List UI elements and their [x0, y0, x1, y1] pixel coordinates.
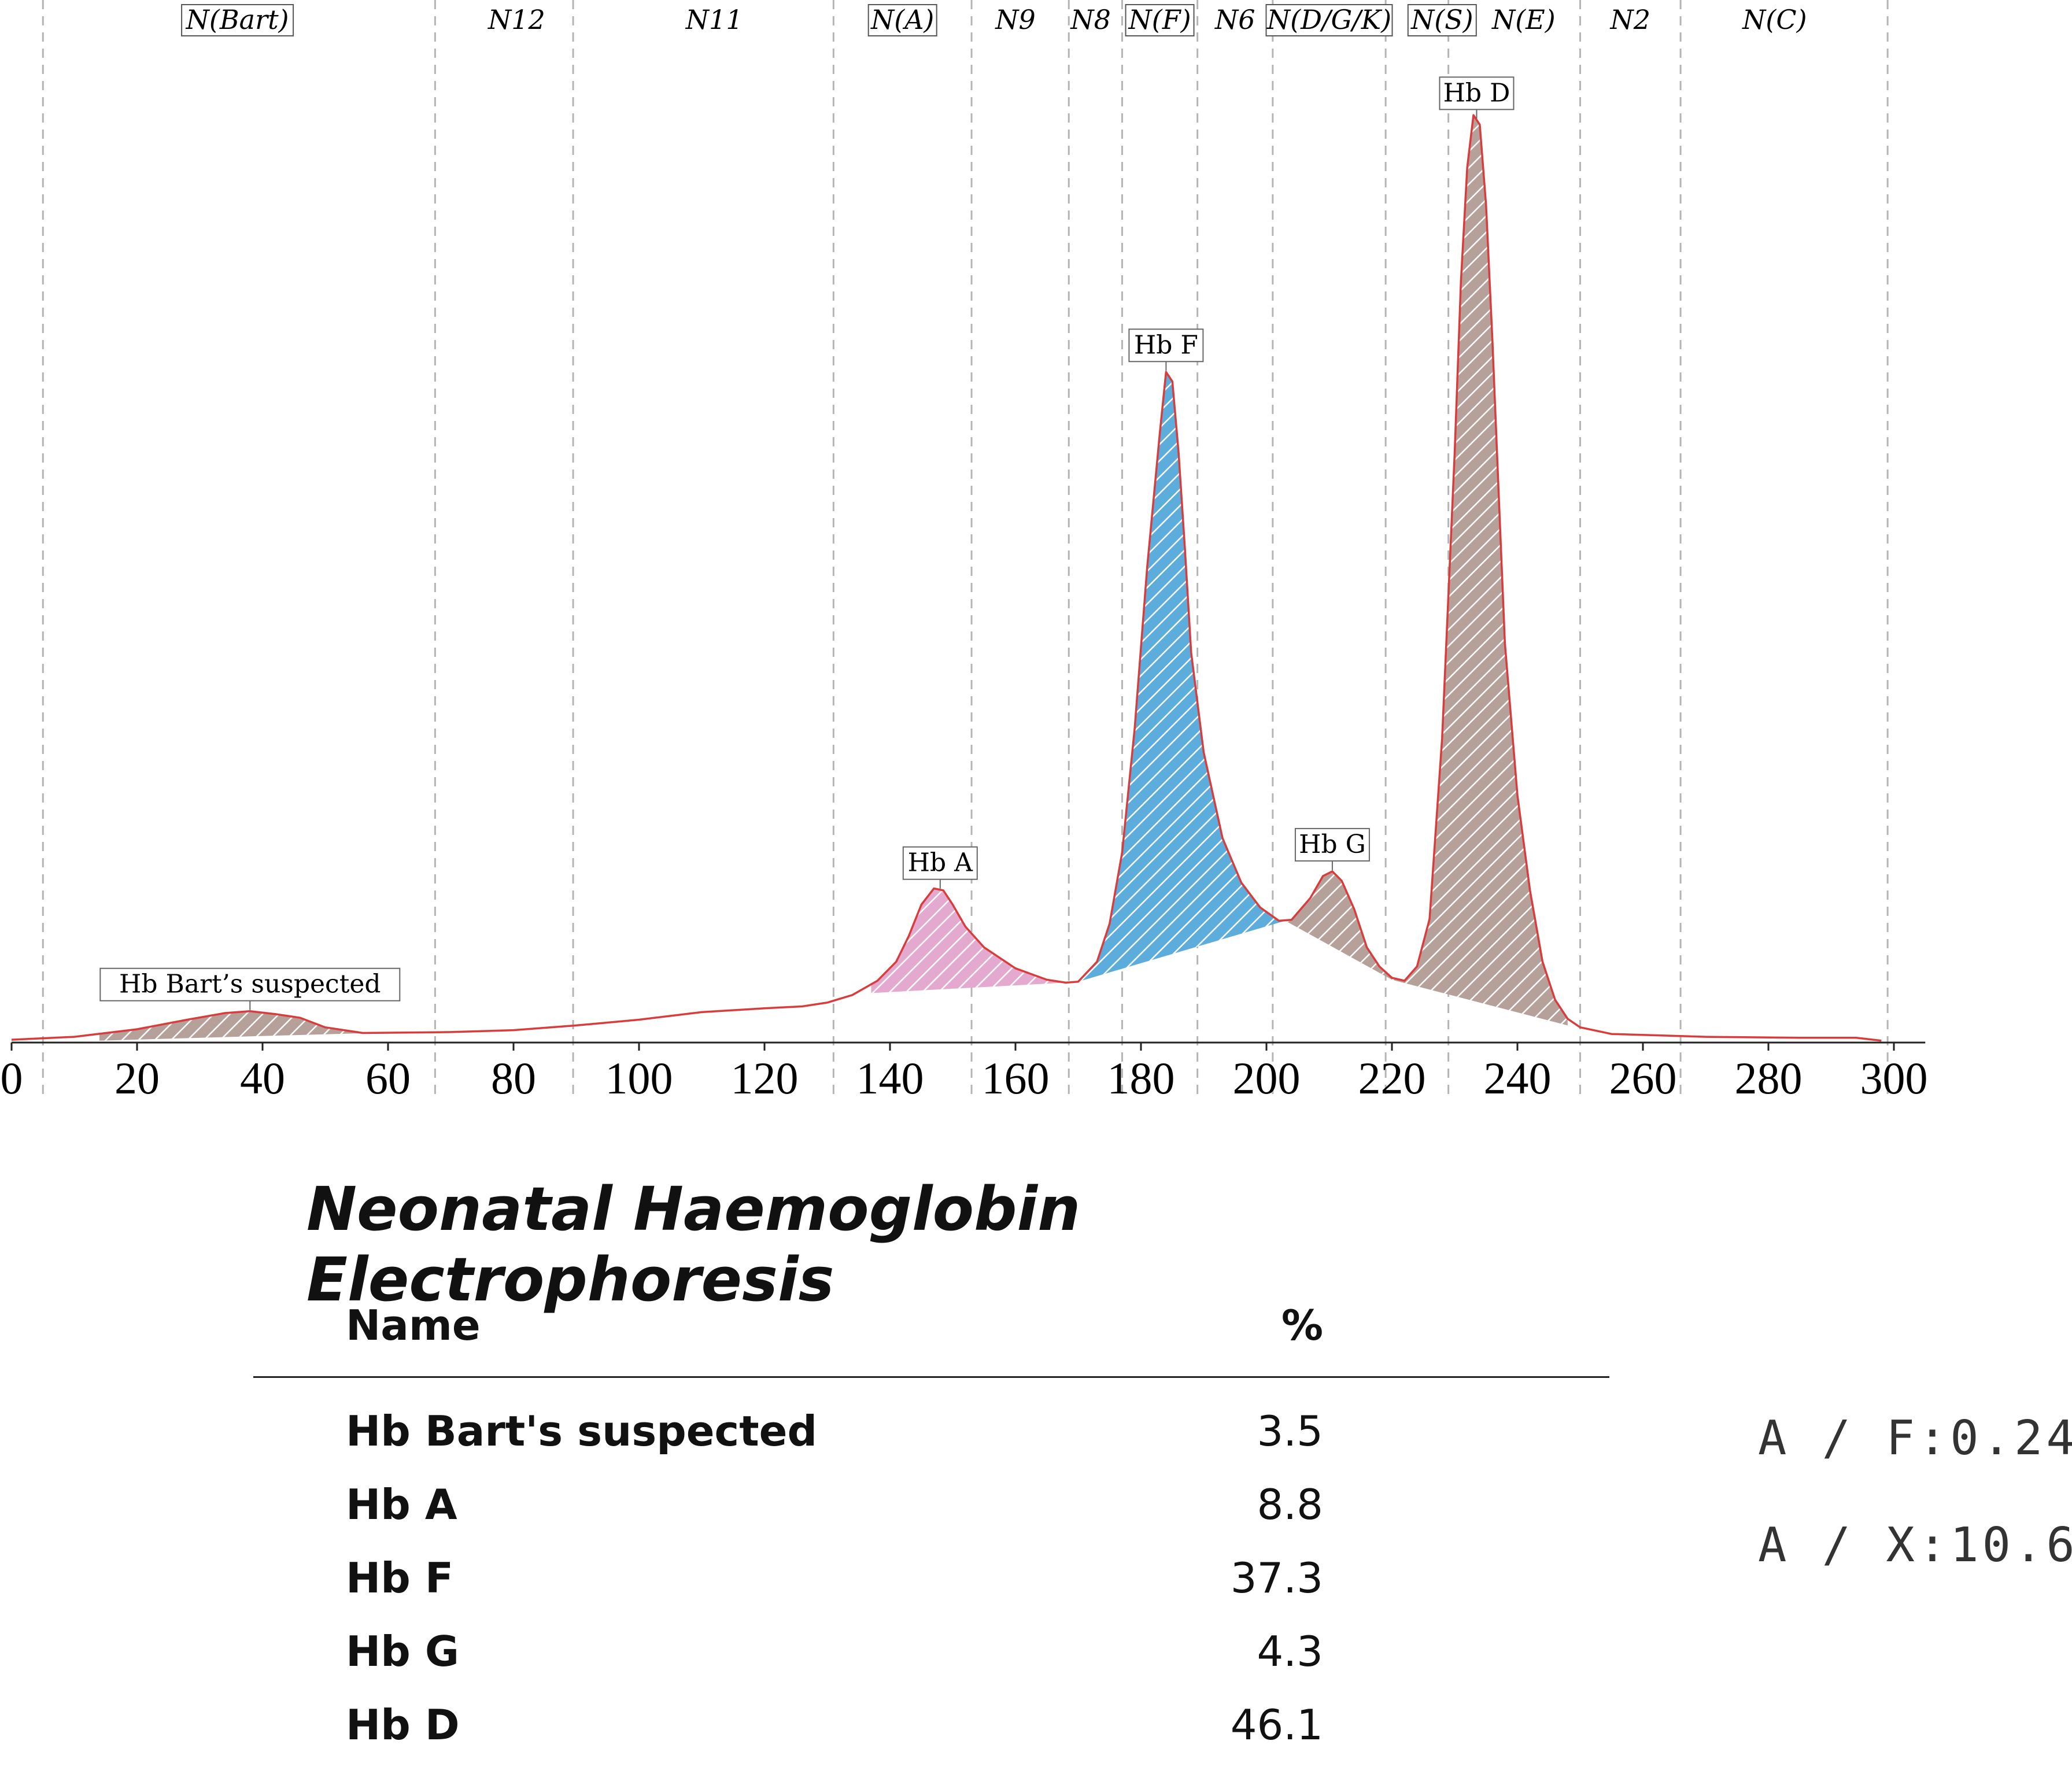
x-tick-label: 120 [731, 1053, 799, 1103]
table-row: Hb Bart's suspected 3.5 [253, 1407, 1609, 1480]
row-name: Hb F [346, 1554, 454, 1602]
zone-label: N11 [685, 4, 743, 35]
x-tick-label: 180 [1107, 1053, 1175, 1103]
peak-label: Hb Bart’s suspected [119, 970, 381, 999]
x-tick-label: 140 [856, 1053, 924, 1103]
x-tick-label: 80 [491, 1053, 536, 1103]
peak-fill-hatch [1392, 115, 1568, 1026]
peak-label: Hb G [1299, 830, 1366, 859]
x-tick-label: 0 [1, 1053, 23, 1103]
zone-label: N(C) [1742, 4, 1807, 35]
peak-label-box [1128, 328, 1204, 363]
row-percent: 46.1 [1230, 1701, 1323, 1749]
header-percent: % [1281, 1301, 1323, 1350]
zone-label: N(D/G/K) [1266, 4, 1391, 35]
zone-label: N(E) [1491, 4, 1556, 35]
peak-label: Hb F [1134, 330, 1198, 360]
zone-label: N(Bart) [186, 4, 289, 35]
row-name: Hb Bart's suspected [346, 1407, 818, 1455]
peak-label: Hb A [908, 848, 974, 878]
table-row: Hb F 37.3 [253, 1554, 1609, 1627]
zone-label-box [1125, 4, 1195, 36]
x-tick-label: 220 [1358, 1053, 1426, 1103]
x-tick-label: 300 [1860, 1053, 1928, 1103]
peak-labels: Hb Bart’s suspected Hb A Hb F Hb G Hb D [99, 76, 1515, 1010]
row-percent: 8.8 [1257, 1480, 1323, 1529]
peak-label-box [99, 967, 401, 1001]
x-tick-label: 160 [982, 1053, 1050, 1103]
zone-label: N(S) [1410, 4, 1473, 35]
table-body: Hb Bart's suspected 3.5 Hb A 8.8 Hb F 37… [253, 1378, 1609, 1774]
peak-label-box [902, 846, 978, 880]
peak-fill-hatch [1285, 871, 1392, 980]
zone-label: N2 [1610, 4, 1651, 35]
zone-label-box [867, 4, 937, 36]
x-tick-label: 260 [1609, 1053, 1677, 1103]
results-table: Name % Hb Bart's suspected 3.5 Hb A 8.8 … [253, 1295, 1609, 1774]
x-tick-label: 280 [1735, 1053, 1803, 1103]
peak-label-box [1439, 76, 1515, 110]
zone-label: N12 [487, 4, 545, 35]
x-tick-label: 200 [1233, 1053, 1301, 1103]
row-percent: 37.3 [1230, 1554, 1323, 1602]
x-tick-label: 240 [1484, 1053, 1552, 1103]
x-tick-label: 20 [115, 1053, 160, 1103]
table-row: Hb G 4.3 [253, 1627, 1609, 1701]
zone-label-box [1265, 4, 1393, 36]
peak-label: Hb D [1443, 78, 1510, 108]
x-tick-label: 60 [365, 1053, 411, 1103]
x-axis: 0 20 40 60 80 100 120 140 160 180 200 220 240 260 280 3… [1, 1041, 1928, 1103]
zone-label: N8 [1070, 4, 1111, 35]
table-row: Hb A 8.8 [253, 1480, 1609, 1554]
peak-fill-hatch [1078, 372, 1286, 982]
row-name: Hb G [346, 1627, 459, 1676]
peak-fill-hatch [99, 1011, 370, 1041]
row-name: Hb A [346, 1480, 457, 1529]
zone-labels: N(Bart) N12 N11 N(A) N9 N8 N(F) N6 N(D/G/K) N(S) N… [181, 4, 1807, 36]
ratio-a-x: A / X:10.66 [1758, 1518, 2072, 1573]
zone-label-box [1407, 4, 1477, 36]
peak-fill-areas [99, 115, 1568, 1041]
row-percent: 4.3 [1257, 1627, 1323, 1676]
x-tick-label: 40 [240, 1053, 285, 1103]
ratio-a-f: A / F:0.24 [1758, 1411, 2072, 1466]
zone-label: N(F) [1128, 4, 1191, 35]
zone-label: N6 [1214, 4, 1255, 35]
zone-label: N(A) [870, 4, 934, 35]
peak-label-box [1294, 827, 1370, 862]
x-tick-label: 100 [605, 1053, 673, 1103]
header-name: Name [346, 1301, 481, 1350]
peak-fill-hatch [871, 888, 1066, 993]
row-name: Hb D [346, 1701, 460, 1749]
zone-label: N9 [995, 4, 1036, 35]
trace-line [11, 114, 1882, 1042]
zone-label-box [181, 4, 294, 36]
trace-line-group [11, 114, 1882, 1042]
electropherogram-chart: 0 20 40 60 80 100 120 140 160 180 200 220 240 260 280 3… [1, 0, 1928, 1103]
row-percent: 3.5 [1257, 1407, 1323, 1455]
chart-title: Neonatal Haemoglobin Electrophoresis [306, 1174, 1081, 1315]
table-header: Name % [253, 1295, 1609, 1378]
table-row: Hb D 46.1 [253, 1701, 1609, 1774]
